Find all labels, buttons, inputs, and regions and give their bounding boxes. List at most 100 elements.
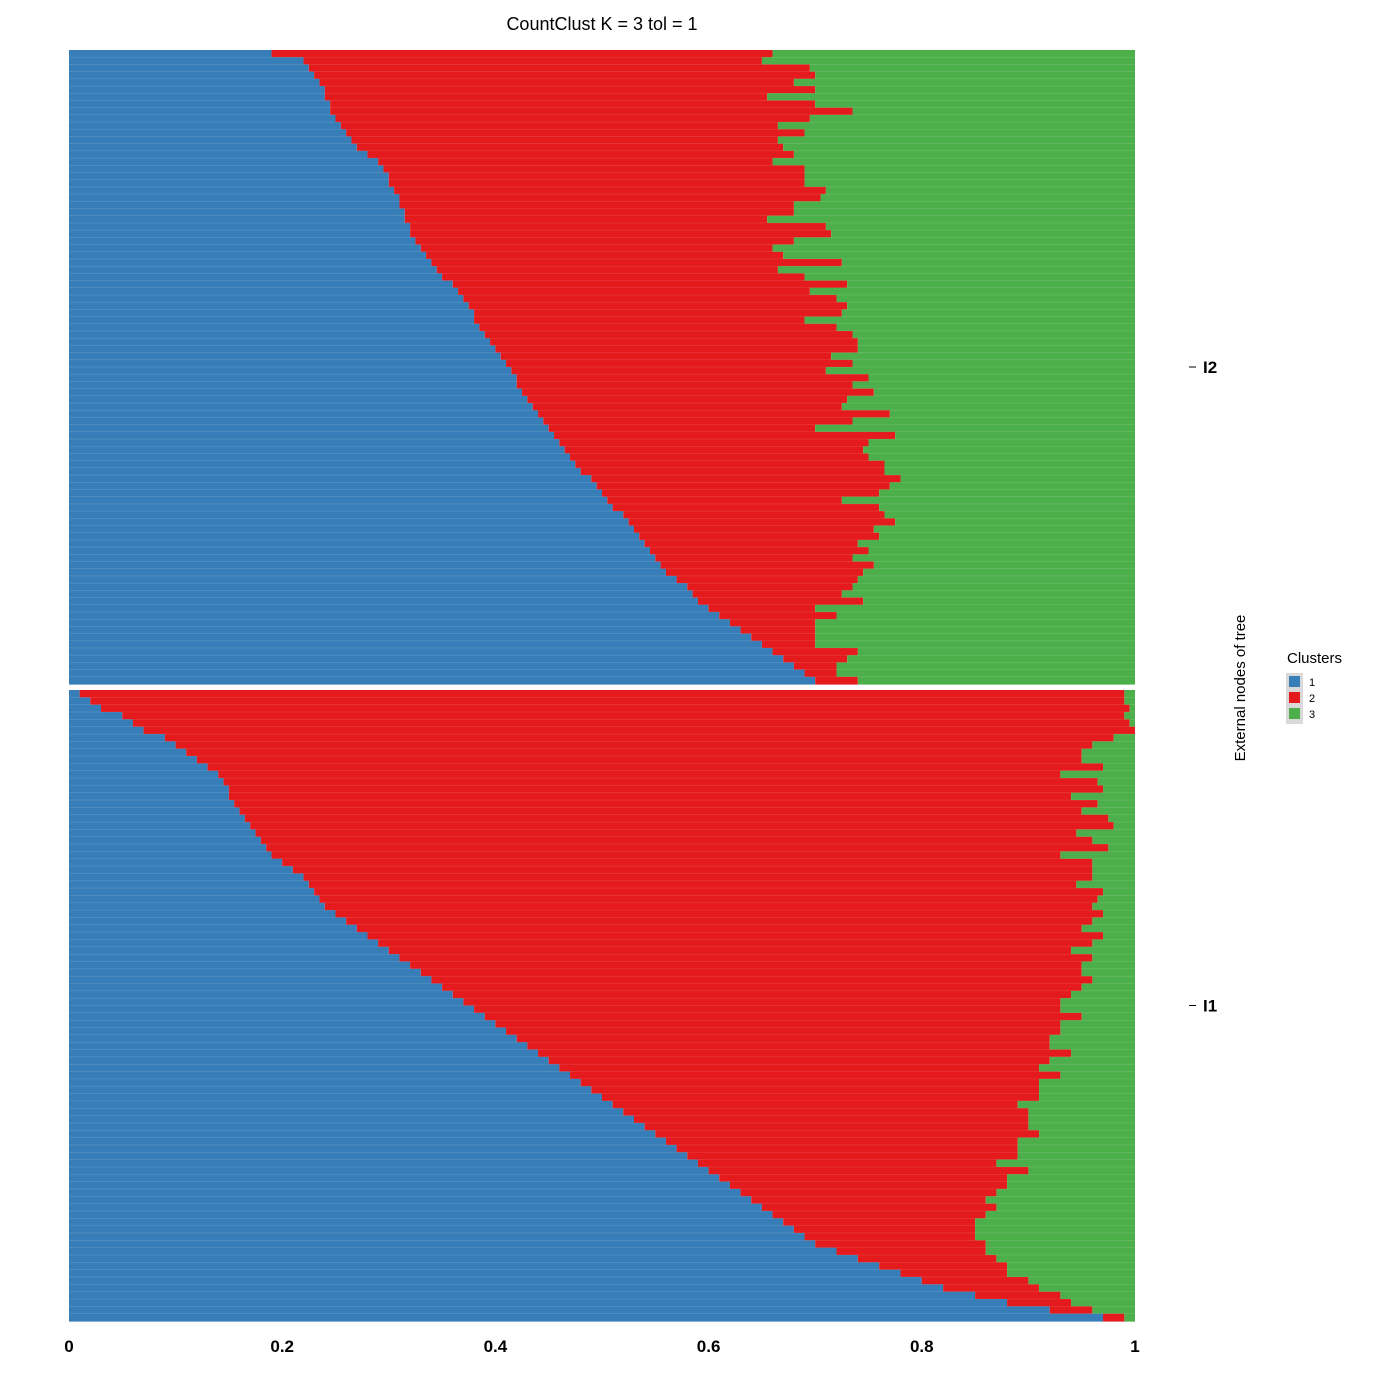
bar-segment-cluster-2	[772, 1210, 986, 1219]
bar-segment-cluster-1	[69, 1100, 613, 1109]
bar-segment-cluster-1	[69, 136, 352, 145]
bar-segment-cluster-1	[69, 1130, 656, 1139]
bar-segment-cluster-1	[69, 395, 528, 404]
bar-segment-cluster-2	[474, 316, 805, 325]
bar-segment-cluster-3	[841, 309, 1135, 318]
bar-segment-cluster-2	[836, 1247, 986, 1256]
bar-segment-cluster-1	[69, 316, 475, 325]
bar-segment-cluster-3	[809, 114, 1135, 123]
bar-segment-cluster-3	[1007, 1174, 1135, 1183]
bar-segment-cluster-1	[69, 1262, 880, 1271]
bar-segment-cluster-3	[863, 568, 1135, 577]
bar-segment-cluster-1	[69, 778, 224, 786]
bar-segment-cluster-3	[873, 388, 1135, 397]
bar-segment-cluster-2	[655, 554, 853, 563]
bar-segment-cluster-1	[69, 330, 485, 339]
bar-segment-cluster-3	[996, 1159, 1135, 1168]
bar-segment-cluster-1	[69, 792, 229, 801]
bar-segment-cluster-3	[1108, 844, 1135, 853]
bar-segment-cluster-2	[495, 1020, 1061, 1029]
bar-segment-cluster-3	[793, 237, 1135, 246]
bar-segment-cluster-2	[479, 323, 837, 332]
bar-segment-cluster-1	[69, 814, 245, 823]
bar-segment-cluster-1	[69, 932, 368, 941]
bar-segment-cluster-1	[69, 1313, 1104, 1322]
bar-segment-cluster-1	[69, 704, 101, 713]
bar-segment-cluster-3	[777, 136, 1135, 145]
bar-segment-cluster-3	[975, 1218, 1135, 1227]
bar-segment-cluster-1	[69, 86, 325, 94]
bar-segment-cluster-3	[793, 78, 1135, 87]
bar-segment-cluster-3	[1028, 1276, 1135, 1285]
bar-segment-cluster-2	[122, 712, 1125, 720]
bar-segment-cluster-2	[346, 917, 1093, 926]
bar-segment-cluster-2	[740, 626, 816, 635]
bar-segment-cluster-2	[490, 338, 858, 346]
bar-segment-cluster-1	[69, 1027, 507, 1036]
bar-segment-cluster-2	[399, 194, 821, 202]
bar-segment-cluster-2	[943, 1284, 1040, 1293]
bar-segment-cluster-1	[69, 352, 501, 361]
bar-segment-cluster-2	[474, 309, 842, 318]
bar-segment-cluster-2	[522, 388, 874, 397]
bar-segment-cluster-3	[1092, 939, 1135, 948]
bar-segment-cluster-1	[69, 647, 773, 656]
bar-segment-cluster-3	[884, 467, 1135, 476]
bar-segment-cluster-2	[511, 367, 826, 375]
bar-segment-cluster-1	[69, 1276, 922, 1285]
bar-segment-cluster-3	[1049, 1034, 1135, 1043]
bar-segment-cluster-1	[69, 1269, 901, 1278]
bar-segment-cluster-3	[1017, 1152, 1135, 1161]
bar-segment-cluster-1	[69, 237, 416, 246]
bar-segment-cluster-1	[69, 194, 400, 202]
bar-segment-cluster-2	[303, 57, 762, 65]
bar-segment-cluster-1	[69, 597, 698, 606]
bar-segment-cluster-2	[857, 1254, 997, 1263]
bar-segment-cluster-1	[69, 568, 666, 577]
bar-segment-cluster-2	[356, 924, 1082, 933]
bar-segment-cluster-1	[69, 1225, 794, 1234]
bar-segment-cluster-3	[1103, 763, 1135, 772]
bar-segment-cluster-3	[1076, 829, 1135, 838]
bar-segment-cluster-3	[793, 201, 1135, 210]
bar-segment-cluster-3	[1124, 712, 1135, 720]
bar-segment-cluster-2	[644, 539, 858, 548]
bar-segment-cluster-3	[1092, 1306, 1135, 1315]
bar-segment-cluster-2	[815, 676, 858, 685]
bar-segment-cluster-3	[836, 662, 1135, 671]
bar-segment-cluster-3	[857, 676, 1135, 685]
bar-segment-cluster-1	[69, 604, 709, 613]
bar-segment-cluster-2	[388, 946, 1072, 955]
bar-segment-cluster-1	[69, 1240, 816, 1249]
bar-segment-cluster-1	[69, 590, 693, 599]
bar-segment-cluster-3	[815, 619, 1135, 627]
bar-segment-cluster-3	[815, 626, 1135, 635]
bar-segment-cluster-1	[69, 1232, 805, 1241]
bar-segment-cluster-1	[69, 475, 592, 483]
bar-segment-cluster-1	[69, 902, 325, 911]
bar-segment-cluster-2	[804, 1232, 976, 1241]
bar-segment-cluster-3	[1060, 1071, 1135, 1080]
bar-segment-cluster-1	[69, 917, 347, 926]
bar-segment-cluster-2	[308, 64, 810, 73]
bar-segment-cluster-1	[69, 222, 411, 231]
bar-segment-cluster-2	[431, 258, 842, 267]
bar-segment-cluster-1	[69, 976, 432, 985]
x-tick-label: 0	[64, 1337, 73, 1356]
bar-segment-cluster-2	[538, 1049, 1072, 1058]
bar-segment-cluster-1	[69, 273, 443, 282]
bar-segment-cluster-3	[879, 503, 1135, 512]
bar-segment-cluster-3	[857, 345, 1135, 354]
bar-segment-cluster-3	[863, 446, 1135, 455]
bar-segment-cluster-1	[69, 525, 634, 534]
bar-segment-cluster-3	[996, 1188, 1135, 1197]
bar-segment-cluster-2	[516, 381, 853, 390]
bar-segment-cluster-3	[852, 554, 1135, 563]
bar-segment-cluster-1	[69, 836, 261, 845]
bar-segment-cluster-2	[463, 294, 837, 303]
bar-segment-cluster-3	[767, 215, 1135, 224]
bar-segment-cluster-1	[69, 93, 325, 102]
bar-segment-cluster-2	[575, 460, 885, 469]
bar-segment-cluster-1	[69, 467, 581, 476]
bar-segment-cluster-1	[69, 734, 165, 742]
